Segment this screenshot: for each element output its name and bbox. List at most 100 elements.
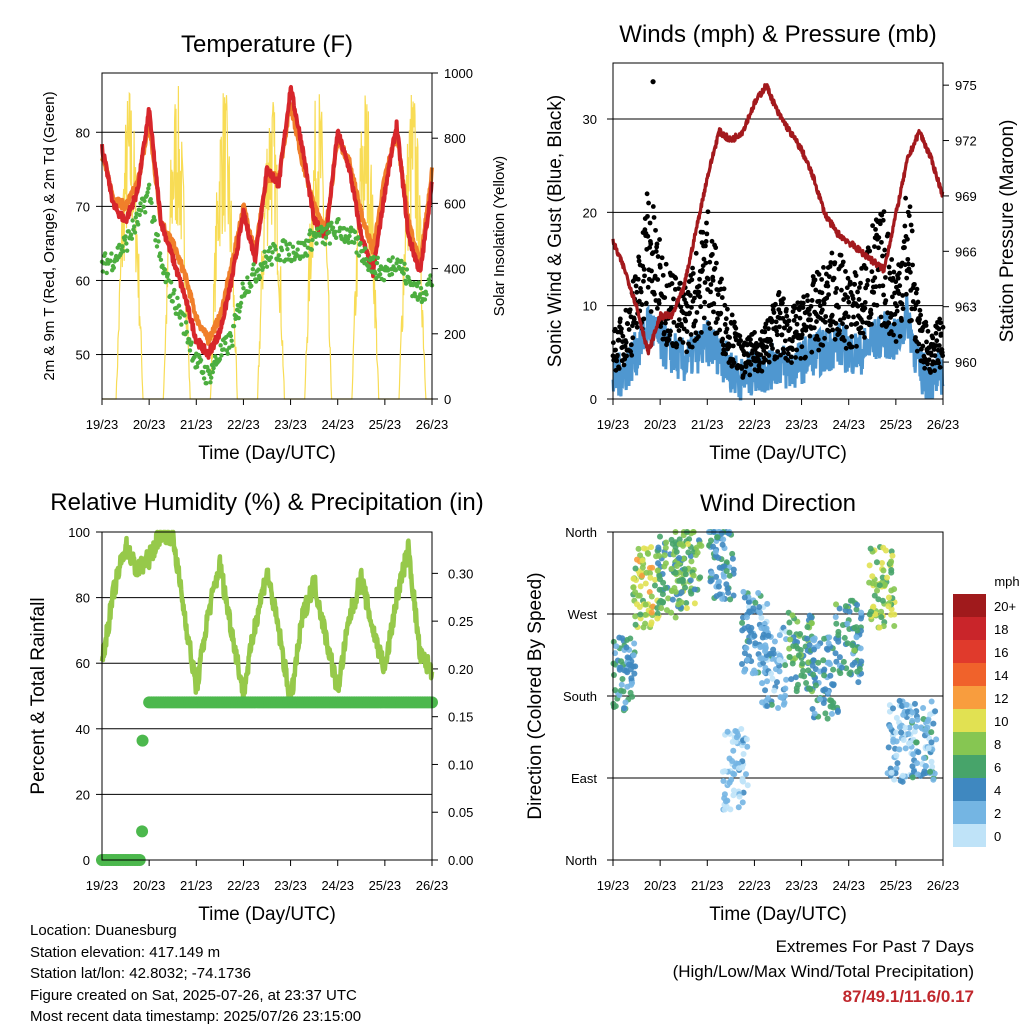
- direction-point: [854, 601, 861, 608]
- direction-point: [618, 658, 625, 665]
- x-tick-label: 26/23: [927, 878, 960, 893]
- direction-point: [891, 611, 898, 618]
- gust-point: [688, 332, 694, 337]
- gust-point: [840, 259, 846, 265]
- dewpoint-point: [355, 235, 361, 240]
- direction-point: [694, 549, 701, 556]
- gust-point: [613, 347, 618, 353]
- direction-point: [630, 663, 637, 670]
- direction-point: [825, 640, 832, 647]
- y2-tick-label: 963: [955, 300, 977, 315]
- gust-point: [722, 322, 728, 327]
- direction-point: [624, 669, 631, 676]
- y2-tick-label: 0.15: [448, 710, 473, 725]
- gust-point: [634, 289, 640, 295]
- gust-point: [826, 274, 832, 280]
- direction-point: [739, 777, 746, 784]
- direction-point: [782, 692, 789, 699]
- y2-tick-label: 975: [955, 78, 977, 93]
- direction-point: [676, 554, 683, 561]
- direction-point: [730, 747, 737, 754]
- gust-point: [922, 365, 928, 371]
- gust-point: [731, 319, 737, 325]
- gust-point: [648, 241, 654, 247]
- direction-point: [646, 589, 653, 596]
- dewpoint-point: [347, 233, 352, 239]
- gust-point: [843, 310, 849, 316]
- gust-point: [805, 298, 811, 304]
- dewpoint-point: [141, 204, 146, 210]
- direction-point: [906, 740, 913, 747]
- gust-point: [769, 318, 775, 324]
- gust-point: [654, 241, 660, 247]
- gust-point: [912, 306, 918, 312]
- direction-point: [911, 728, 918, 735]
- gust-point: [794, 347, 800, 353]
- direction-point: [682, 571, 689, 578]
- gust-point: [886, 264, 892, 270]
- y2-tick-label: 0.25: [448, 614, 473, 629]
- gust-point: [674, 342, 680, 348]
- dewpoint-point: [257, 275, 263, 280]
- gust-point: [705, 276, 711, 282]
- y2-tick-label: 966: [955, 244, 977, 259]
- gust-point: [715, 292, 721, 298]
- direction-point: [842, 603, 849, 610]
- direction-point: [870, 603, 877, 610]
- gust-point: [821, 264, 826, 270]
- gust-point: [936, 326, 942, 332]
- direction-point: [642, 580, 649, 587]
- gust-point: [622, 343, 628, 349]
- direction-point: [647, 621, 654, 628]
- direction-point: [630, 575, 637, 582]
- gust-point: [781, 350, 787, 356]
- gust-point: [707, 326, 713, 331]
- legend-swatch: [953, 755, 986, 778]
- dewpoint-point: [132, 230, 138, 235]
- direction-point: [697, 574, 704, 581]
- gust-point: [663, 320, 668, 326]
- gust-point: [848, 322, 854, 327]
- gust-point: [629, 352, 635, 358]
- gust-point: [689, 305, 694, 310]
- direction-point: [730, 592, 737, 599]
- x-tick-label: 26/23: [416, 878, 449, 893]
- gust-point: [659, 255, 665, 261]
- direction-point: [727, 806, 734, 813]
- gust-point: [906, 213, 912, 219]
- dewpoint-point: [354, 250, 359, 255]
- dewpoint-point: [279, 247, 285, 253]
- direction-point: [853, 634, 860, 641]
- direction-point: [656, 552, 663, 559]
- gust-point: [932, 368, 937, 374]
- dewpoint-point: [414, 283, 420, 289]
- dewpoint-point: [286, 252, 292, 257]
- legend-label: 2: [994, 806, 1001, 821]
- gust-point: [617, 316, 623, 322]
- station-info: Location: Duanesburg Station elevation: …: [30, 920, 361, 1028]
- gust-point: [652, 273, 658, 279]
- direction-point: [685, 549, 692, 556]
- gust-point: [784, 322, 790, 328]
- direction-point: [915, 749, 922, 756]
- dewpoint-point: [313, 234, 318, 240]
- direction-point: [668, 536, 675, 543]
- direction-point: [691, 586, 698, 593]
- gust-point: [698, 330, 704, 335]
- direction-point: [913, 723, 920, 730]
- gust-point: [883, 275, 888, 280]
- direction-point: [829, 681, 836, 688]
- gust-point: [855, 289, 860, 295]
- dewpoint-point: [148, 196, 153, 202]
- direction-point: [672, 588, 679, 595]
- x-tick-label: 24/23: [832, 878, 865, 893]
- direction-point: [730, 770, 737, 777]
- dewpoint-point: [183, 320, 189, 325]
- dewpoint-point: [416, 280, 421, 285]
- dewpoint-point: [285, 246, 290, 252]
- direction-point: [873, 559, 880, 566]
- gust-point: [766, 353, 772, 358]
- direction-point: [770, 650, 777, 657]
- direction-point: [809, 636, 816, 643]
